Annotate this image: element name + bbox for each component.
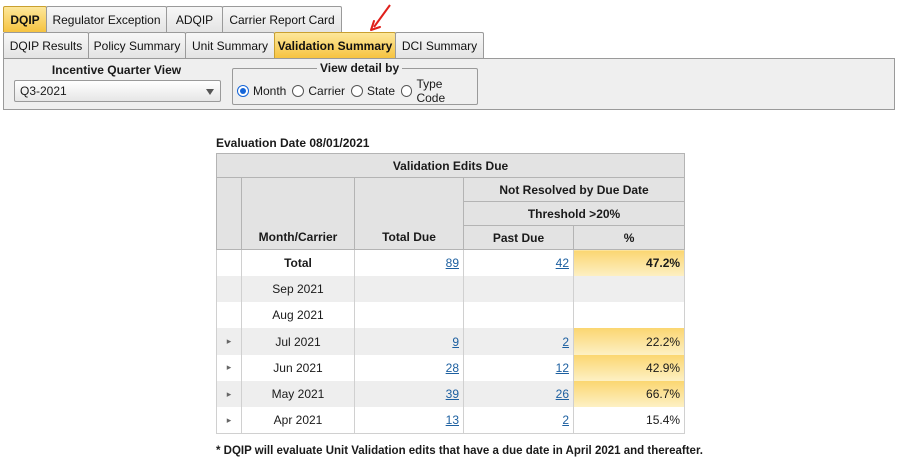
table-row: Sep 2021 (216, 275, 686, 303)
past-due-link[interactable]: 2 (562, 413, 569, 428)
table-row: ▸ Jul 2021 9 2 22.2% (216, 328, 686, 355)
expander-header (216, 177, 242, 250)
row-label: Aug 2021 (241, 302, 355, 329)
percent-cell: 66.7% (572, 380, 686, 408)
view-detail-group: View detail by Month Carrier State Type … (232, 61, 478, 105)
total-due-link[interactable]: 9 (452, 334, 459, 349)
past-due-cell (463, 275, 574, 303)
incentive-quarter-label: Incentive Quarter View (51, 63, 182, 77)
tab-unit-summary[interactable]: Unit Summary (185, 32, 275, 58)
row-expander-empty (216, 275, 242, 303)
row-expander-empty (216, 249, 242, 276)
percent-cell (572, 275, 686, 303)
annotation-arrow-icon (370, 4, 391, 31)
table-row: ▸ Jun 2021 28 12 42.9% (216, 354, 686, 381)
tab-adqip[interactable]: ADQIP (166, 6, 223, 32)
row-label: Total (241, 249, 355, 276)
total-due-cell (354, 275, 464, 303)
row-label: Sep 2021 (241, 275, 355, 303)
radio-month[interactable]: Month (237, 84, 286, 98)
col-total-due[interactable]: Total Due (354, 177, 464, 250)
radio-state-label: State (367, 84, 396, 98)
percent-cell (572, 302, 686, 329)
col-month-carrier[interactable]: Month/Carrier (241, 177, 355, 250)
evaluation-date: Evaluation Date 08/01/2021 (216, 136, 370, 150)
expand-row-icon[interactable]: ▸ (216, 328, 242, 355)
radio-unselected-icon[interactable] (401, 85, 413, 97)
footnote: * DQIP will evaluate Unit Validation edi… (216, 445, 703, 457)
past-due-link[interactable]: 26 (555, 387, 569, 402)
main-tab-bar: DQIP Regulator Exception ADQIP Carrier R… (3, 6, 342, 32)
table-row: Aug 2021 (216, 302, 686, 329)
table-title: Validation Edits Due (215, 153, 686, 178)
row-label: Jun 2021 (241, 354, 355, 381)
row-label: May 2021 (241, 380, 355, 408)
col-past-due[interactable]: Past Due (463, 225, 574, 250)
past-due-cell (463, 302, 574, 329)
past-due-link[interactable]: 12 (555, 360, 569, 375)
tab-regulator-exception[interactable]: Regulator Exception (46, 6, 167, 32)
total-due-cell (354, 302, 464, 329)
radio-carrier[interactable]: Carrier (292, 84, 345, 98)
row-label: Apr 2021 (241, 407, 355, 435)
radio-unselected-icon[interactable] (292, 85, 305, 97)
tab-dqip[interactable]: DQIP (3, 6, 47, 32)
total-due-link[interactable]: 28 (445, 360, 459, 375)
view-detail-label: View detail by (320, 61, 400, 75)
total-due-link[interactable]: 39 (445, 387, 459, 402)
expand-row-icon[interactable]: ▸ (216, 407, 242, 435)
total-due-link[interactable]: 89 (445, 255, 459, 270)
incentive-quarter-select[interactable]: Q3-2021 (14, 80, 221, 102)
table-row: ▸ May 2021 39 26 66.7% (216, 380, 686, 408)
tab-carrier-report-card[interactable]: Carrier Report Card (222, 6, 342, 32)
percent-cell: 47.2% (572, 249, 686, 276)
radio-carrier-label: Carrier (308, 84, 346, 98)
table-row: ▸ Apr 2021 13 2 15.4% (216, 407, 686, 435)
expand-row-icon[interactable]: ▸ (216, 380, 242, 408)
past-due-link[interactable]: 2 (562, 334, 569, 349)
tab-dqip-results[interactable]: DQIP Results (3, 32, 89, 58)
sub-tab-bar: DQIP Results Policy Summary Unit Summary… (3, 32, 484, 58)
tab-validation-summary[interactable]: Validation Summary (274, 32, 396, 58)
filter-panel: Incentive Quarter View Q3-2021 View deta… (3, 58, 895, 110)
threshold-header: Threshold >20% (462, 201, 686, 226)
radio-type-code-label: Type Code (416, 77, 446, 105)
expand-row-icon[interactable]: ▸ (216, 354, 242, 381)
radio-state[interactable]: State (351, 84, 395, 98)
incentive-quarter-value: Q3-2021 (20, 84, 67, 98)
table-row-total: Total 89 42 47.2% (216, 249, 686, 276)
chevron-down-icon (206, 89, 214, 95)
radio-unselected-icon[interactable] (351, 85, 364, 97)
group-header-not-resolved: Not Resolved by Due Date (462, 177, 686, 202)
tab-dci-summary[interactable]: DCI Summary (395, 32, 484, 58)
radio-month-label: Month (253, 84, 287, 98)
percent-cell: 42.9% (572, 354, 686, 381)
percent-cell: 15.4% (572, 407, 686, 435)
radio-selected-icon[interactable] (237, 85, 249, 97)
row-expander-empty (216, 302, 242, 329)
col-percent[interactable]: % (572, 225, 686, 250)
tab-policy-summary[interactable]: Policy Summary (88, 32, 186, 58)
radio-type-code[interactable]: Type Code (401, 77, 471, 105)
total-due-link[interactable]: 13 (445, 413, 459, 428)
past-due-link[interactable]: 42 (555, 255, 569, 270)
row-label: Jul 2021 (241, 328, 355, 355)
validation-edits-table: Validation Edits Due Month/Carrier Total… (215, 153, 686, 435)
percent-cell: 22.2% (572, 328, 686, 355)
